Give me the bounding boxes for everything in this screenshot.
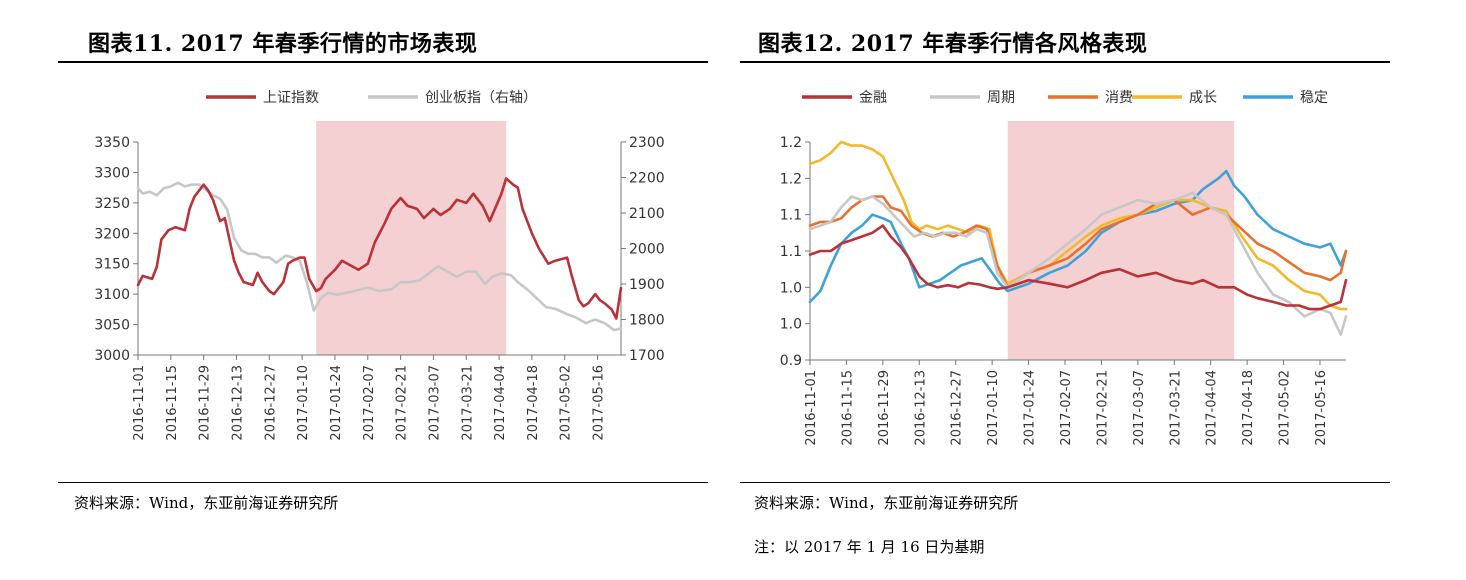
x-tick-label: 2016-11-29 bbox=[198, 365, 213, 441]
series-line-1 bbox=[136, 177, 623, 320]
source-text: 资料来源：Wind，东亚前海证券研究所 bbox=[74, 494, 339, 512]
legend-label: 周期 bbox=[987, 90, 1015, 106]
x-tick-label: 2016-12-13 bbox=[230, 365, 245, 441]
y-tick-label: 3200 bbox=[94, 226, 130, 242]
y-tick-label: 3000 bbox=[94, 348, 130, 364]
legend-label: 成长 bbox=[1189, 90, 1217, 106]
x-tick-label: 2016-12-27 bbox=[950, 370, 965, 446]
series-line-2 bbox=[808, 191, 1348, 336]
y-tick-label: 3100 bbox=[94, 287, 130, 303]
x-tick-label: 2016-11-01 bbox=[804, 370, 819, 446]
x-tick-label: 2016-12-27 bbox=[263, 365, 278, 441]
y-right-tick-label: 2200 bbox=[629, 171, 665, 187]
x-tick-label: 2017-03-07 bbox=[427, 365, 442, 441]
y-tick-label: 0.9 bbox=[780, 353, 802, 369]
x-tick-label: 2017-01-10 bbox=[986, 370, 1001, 446]
x-tick-label: 2017-01-24 bbox=[1023, 370, 1038, 446]
legend-label: 上证指数 bbox=[263, 90, 319, 106]
x-tick-label: 2017-02-21 bbox=[395, 365, 410, 441]
y-tick-label: 3300 bbox=[94, 165, 130, 181]
x-tick-label: 2017-02-07 bbox=[1059, 370, 1074, 446]
x-tick-label: 2016-11-15 bbox=[840, 370, 855, 446]
title-rule bbox=[58, 61, 708, 63]
source-rule bbox=[58, 482, 708, 483]
y-tick-label: 1.1 bbox=[780, 244, 802, 260]
y-tick-label: 1.0 bbox=[780, 317, 802, 333]
shaded-region bbox=[316, 121, 507, 355]
y-tick-label: 3150 bbox=[94, 257, 130, 273]
figure-11: 图表11. 2017 年春季行情的市场表现 3350 3300 3250 3200 31… bbox=[0, 0, 730, 580]
note-text: 注：以 2017 年 1 月 16 日为基期 bbox=[754, 538, 985, 556]
y-tick-label: 3050 bbox=[94, 318, 130, 334]
y-tick-label: 1.2 bbox=[780, 135, 802, 151]
y-right-tick-label: 2000 bbox=[629, 242, 665, 258]
y-right-tick-label: 1700 bbox=[629, 348, 665, 364]
x-tick-label: 2017-05-16 bbox=[592, 365, 607, 441]
x-tick-label: 2017-02-21 bbox=[1095, 370, 1110, 446]
x-tick-label: 2017-04-18 bbox=[1241, 370, 1256, 446]
figure-12: 图表12. 2017 年春季行情各风格表现 1.2 1.2 1.1 1.1 1.0 1.0… bbox=[730, 0, 1466, 580]
legend-label: 金融 bbox=[859, 90, 887, 106]
x-tick-label: 2017-01-24 bbox=[329, 365, 344, 441]
series-line-5 bbox=[808, 169, 1348, 304]
x-tick-label: 2016-11-01 bbox=[132, 365, 147, 441]
x-tick-label: 2016-12-13 bbox=[913, 370, 928, 446]
figure-title: 图表11. 2017 年春季行情的市场表现 bbox=[88, 31, 478, 57]
y-tick-label: 3350 bbox=[94, 135, 130, 151]
legend-label: 稳定 bbox=[1300, 90, 1328, 106]
x-tick-label: 2017-03-21 bbox=[460, 365, 475, 441]
legend-label: 创业板指（右轴） bbox=[425, 90, 537, 106]
x-tick-label: 2017-04-04 bbox=[1205, 370, 1220, 446]
x-tick-label: 2016-11-29 bbox=[877, 370, 892, 446]
source-text: 资料来源：Wind，东亚前海证券研究所 bbox=[754, 494, 1019, 512]
y-tick-label: 1.2 bbox=[780, 171, 802, 187]
series-line-4 bbox=[808, 140, 1348, 311]
y-tick-label: 1.0 bbox=[780, 280, 802, 296]
y-right-tick-label: 2300 bbox=[629, 135, 665, 151]
x-tick-label: 2017-05-02 bbox=[1278, 370, 1293, 446]
legend-label: 消费 bbox=[1105, 90, 1133, 106]
source-rule bbox=[740, 482, 1390, 483]
series-line-1 bbox=[808, 224, 1348, 311]
x-tick-label: 2016-11-15 bbox=[165, 365, 180, 441]
figure-title: 图表12. 2017 年春季行情各风格表现 bbox=[758, 31, 1148, 57]
title-rule bbox=[740, 61, 1390, 63]
y-right-tick-label: 1800 bbox=[629, 313, 665, 329]
x-tick-label: 2017-01-10 bbox=[296, 365, 311, 441]
x-tick-label: 2017-03-07 bbox=[1132, 370, 1147, 446]
x-tick-label: 2017-03-21 bbox=[1168, 370, 1183, 446]
x-tick-label: 2017-04-18 bbox=[526, 365, 541, 441]
x-tick-label: 2017-05-16 bbox=[1314, 370, 1329, 446]
y-tick-label: 3250 bbox=[94, 196, 130, 212]
y-right-tick-label: 1900 bbox=[629, 277, 665, 293]
chart-market-performance: 3350 3300 3250 3200 3150 3100 3050 3000 2300 2200… bbox=[94, 90, 665, 441]
shaded-region bbox=[1007, 121, 1235, 360]
x-tick-label: 2017-02-07 bbox=[362, 365, 377, 441]
x-tick-label: 2017-04-04 bbox=[493, 365, 508, 441]
y-right-tick-label: 2100 bbox=[629, 206, 665, 222]
x-tick-label: 2017-05-02 bbox=[559, 365, 574, 441]
y-tick-label: 1.1 bbox=[780, 208, 802, 224]
